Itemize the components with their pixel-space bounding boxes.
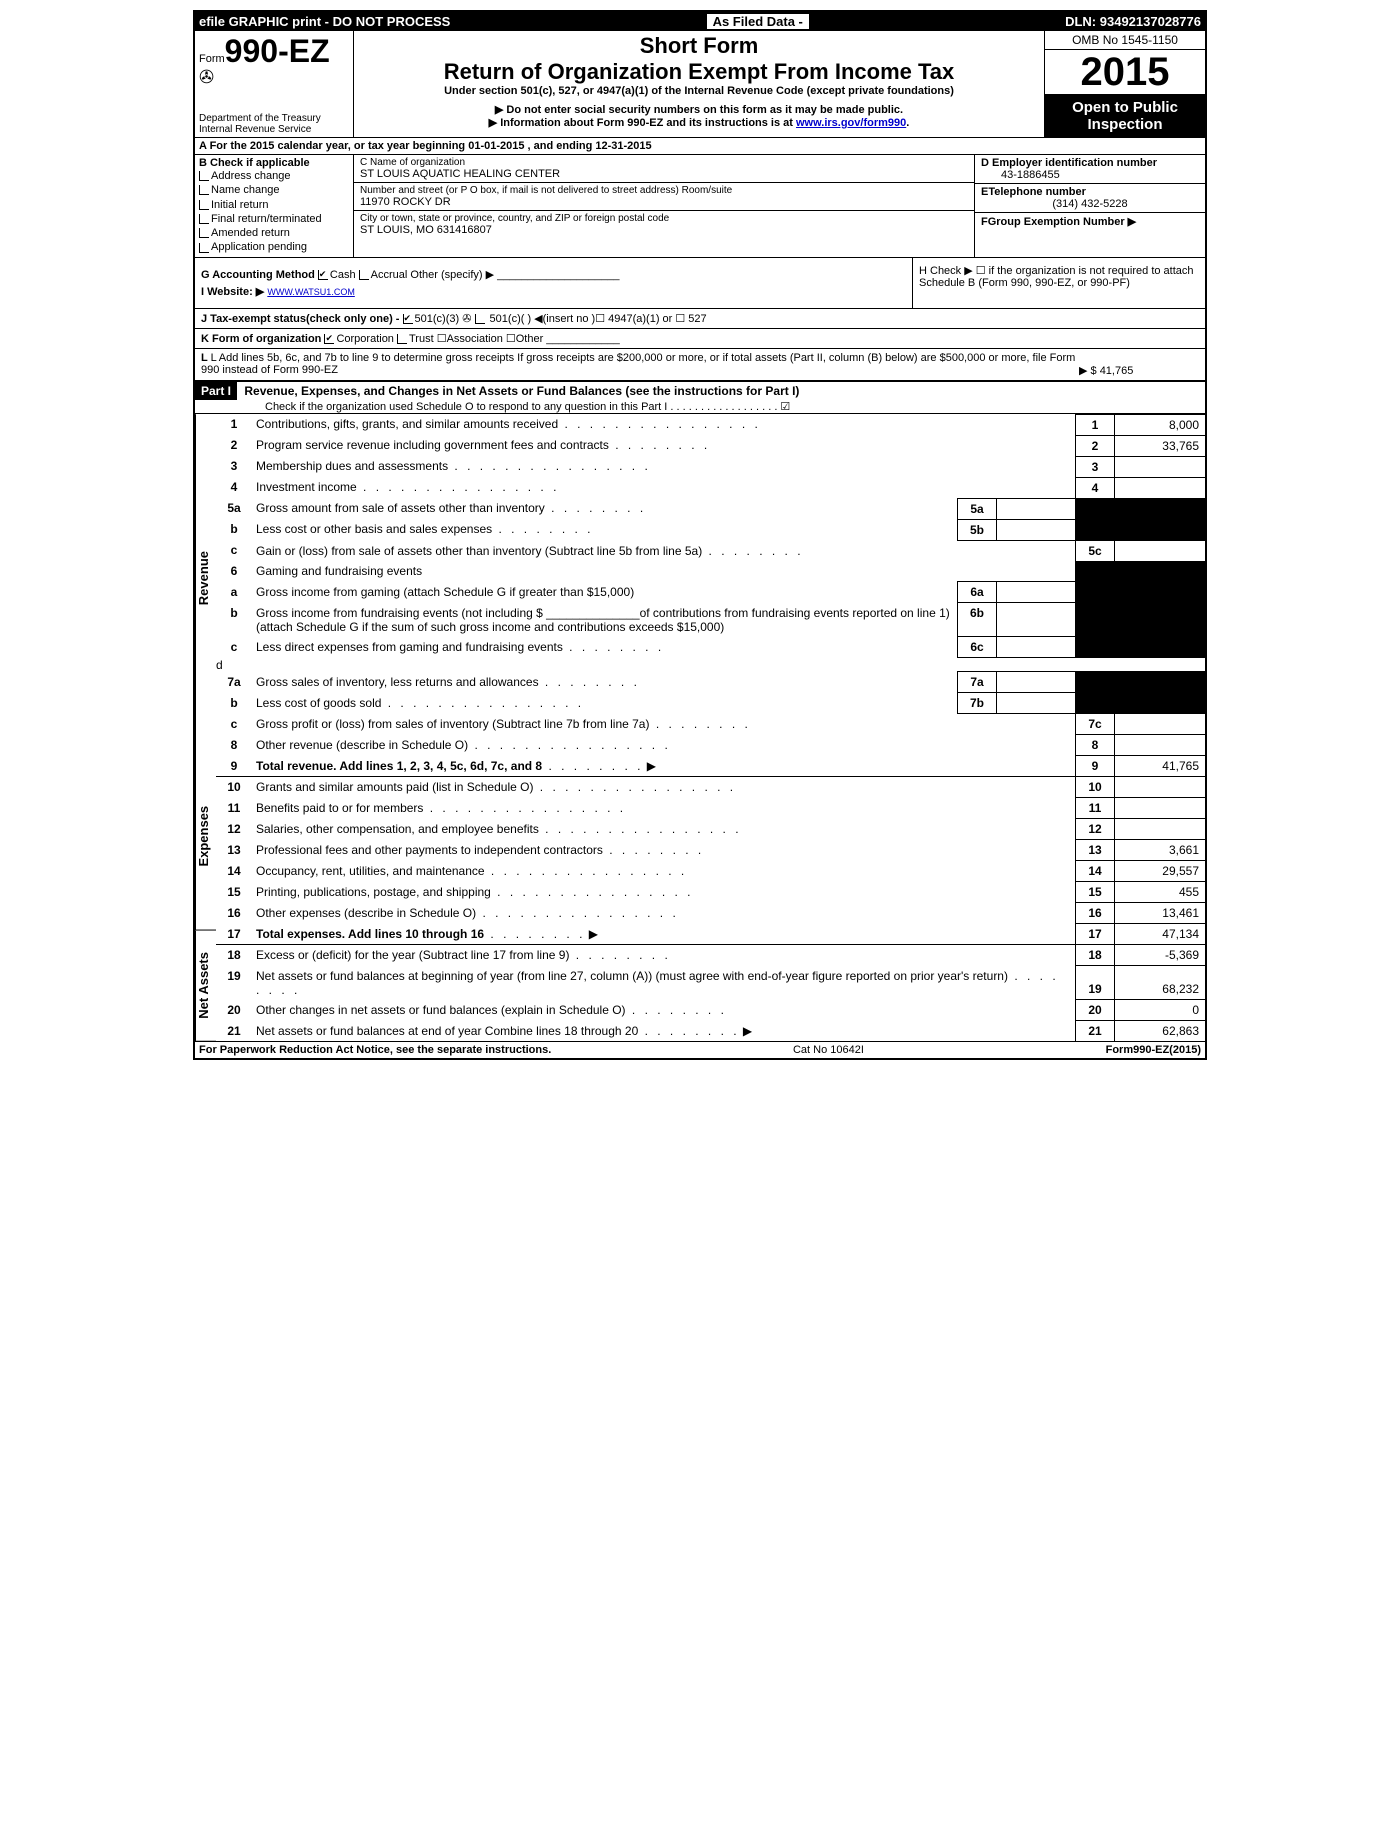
- ein: 43-1886455: [981, 169, 1199, 181]
- line-15: 15Printing, publications, postage, and s…: [216, 882, 1205, 903]
- line-7a: 7aGross sales of inventory, less returns…: [216, 672, 1205, 693]
- section-a: A For the 2015 calendar year, or tax yea…: [195, 138, 1205, 155]
- top-bar: efile GRAPHIC print - DO NOT PROCESS As …: [195, 12, 1205, 31]
- section-gh: G Accounting Method Cash Accrual Other (…: [195, 258, 1205, 309]
- footer: For Paperwork Reduction Act Notice, see …: [195, 1041, 1205, 1058]
- short-form-label: Short Form: [362, 33, 1036, 59]
- line-9: 9Total revenue. Add lines 1, 2, 3, 4, 5c…: [216, 756, 1205, 777]
- line-16: 16Other expenses (describe in Schedule O…: [216, 903, 1205, 924]
- section-k: K Form of organization Corporation Trust…: [195, 329, 1205, 349]
- line-17: 17Total expenses. Add lines 10 through 1…: [216, 924, 1205, 945]
- line-6: 6Gaming and fundraising events: [216, 561, 1205, 582]
- line-6c: cLess direct expenses from gaming and fu…: [216, 637, 1205, 658]
- section-j: J Tax-exempt status(check only one) - 50…: [195, 309, 1205, 329]
- section-c: C Name of organization ST LOUIS AQUATIC …: [354, 155, 975, 257]
- notice-ssn: ▶ Do not enter social security numbers o…: [362, 103, 1036, 116]
- section-def: D Employer identification number 43-1886…: [975, 155, 1205, 257]
- cat-no: Cat No 10642I: [793, 1044, 864, 1056]
- header-right: OMB No 1545-1150 2015 Open to Public Ins…: [1044, 31, 1205, 137]
- form-label: Form: [199, 53, 225, 65]
- dept-treasury: Department of the Treasury: [199, 113, 321, 124]
- irs-link[interactable]: www.irs.gov/form990: [796, 117, 906, 129]
- header-mid: Short Form Return of Organization Exempt…: [354, 31, 1044, 137]
- bcdef-row: B Check if applicable Address change Nam…: [195, 155, 1205, 258]
- line-5c: cGain or (loss) from sale of assets othe…: [216, 540, 1205, 561]
- chk-accrual[interactable]: Accrual Other (specify) ▶: [359, 269, 494, 281]
- line-18: 18Excess or (deficit) for the year (Subt…: [216, 945, 1205, 966]
- line-14: 14Occupancy, rent, utilities, and mainte…: [216, 861, 1205, 882]
- chk-cash[interactable]: Cash: [318, 269, 359, 281]
- line-21: 21Net assets or fund balances at end of …: [216, 1021, 1205, 1042]
- line-10: 10Grants and similar amounts paid (list …: [216, 777, 1205, 798]
- form-990ez: efile GRAPHIC print - DO NOT PROCESS As …: [193, 10, 1207, 1060]
- line-13: 13Professional fees and other payments t…: [216, 840, 1205, 861]
- notice-info: ▶ Information about Form 990-EZ and its …: [362, 116, 1036, 129]
- chk-501c3[interactable]: 501(c)(3): [403, 313, 460, 325]
- line-5b: bLess cost or other basis and sales expe…: [216, 519, 1205, 540]
- form-header: Form990-EZ ✇ Department of the Treasury …: [195, 31, 1205, 138]
- section-b: B Check if applicable Address change Nam…: [195, 155, 354, 257]
- paperwork-notice: For Paperwork Reduction Act Notice, see …: [199, 1044, 551, 1056]
- chk-pending[interactable]: Application pending: [199, 240, 349, 254]
- form-number: 990-EZ: [225, 33, 330, 69]
- line-6b: bGross income from fundraising events (n…: [216, 603, 1205, 637]
- under-section: Under section 501(c), 527, or 4947(a)(1)…: [362, 85, 1036, 97]
- website-link[interactable]: WWW.WATSU1.COM: [267, 287, 355, 297]
- line-7c: cGross profit or (loss) from sales of in…: [216, 714, 1205, 735]
- chk-initial[interactable]: Initial return: [199, 198, 349, 212]
- part1-header: Part I Revenue, Expenses, and Changes in…: [195, 381, 1205, 414]
- tax-year: 2015: [1045, 50, 1205, 95]
- chk-name[interactable]: Name change: [199, 183, 349, 197]
- org-street: 11970 ROCKY DR: [360, 196, 968, 208]
- line-12: 12Salaries, other compensation, and empl…: [216, 819, 1205, 840]
- open-public: Open to Public Inspection: [1045, 95, 1205, 137]
- line-3: 3Membership dues and assessments3: [216, 456, 1205, 477]
- side-netassets: Net Assets: [195, 931, 216, 1042]
- line-5a: 5aGross amount from sale of assets other…: [216, 498, 1205, 519]
- line-11: 11Benefits paid to or for members11: [216, 798, 1205, 819]
- line-1: 1Contributions, gifts, grants, and simil…: [216, 414, 1205, 435]
- chk-corp[interactable]: Corporation: [324, 333, 397, 345]
- side-expenses: Expenses: [195, 743, 216, 931]
- section-l: L L Add lines 5b, 6c, and 7b to line 9 t…: [195, 349, 1205, 381]
- line-2: 2Program service revenue including gover…: [216, 435, 1205, 456]
- group-exemption: FGroup Exemption Number ▶: [981, 216, 1136, 228]
- line-4: 4Investment income4: [216, 477, 1205, 498]
- chk-address[interactable]: Address change: [199, 169, 349, 183]
- lines-table: 1Contributions, gifts, grants, and simil…: [216, 414, 1205, 1042]
- omb-number: OMB No 1545-1150: [1045, 31, 1205, 50]
- line-7b: bLess cost of goods sold7b: [216, 693, 1205, 714]
- efile-notice: efile GRAPHIC print - DO NOT PROCESS: [199, 14, 450, 29]
- part1-body: Revenue Expenses Net Assets 1Contributio…: [195, 414, 1205, 1042]
- line-19: 19Net assets or fund balances at beginni…: [216, 966, 1205, 1000]
- line-8: 8Other revenue (describe in Schedule O)8: [216, 735, 1205, 756]
- chk-final[interactable]: Final return/terminated: [199, 212, 349, 226]
- side-revenue: Revenue: [195, 414, 216, 743]
- section-i: I Website: ▶ WWW.WATSU1.COM: [201, 285, 906, 298]
- section-h: H Check ▶ ☐ if the organization is not r…: [912, 258, 1205, 308]
- org-city: ST LOUIS, MO 631416807: [360, 224, 968, 236]
- form-ref: Form990-EZ(2015): [1106, 1044, 1201, 1056]
- org-name: ST LOUIS AQUATIC HEALING CENTER: [360, 168, 968, 180]
- line-6d,><td:: d: [216, 658, 1205, 672]
- return-title: Return of Organization Exempt From Incom…: [362, 59, 1036, 85]
- gross-receipts: ▶ $ 41,765: [1079, 352, 1199, 377]
- header-left: Form990-EZ ✇ Department of the Treasury …: [195, 31, 354, 137]
- dept-irs: Internal Revenue Service: [199, 124, 321, 135]
- as-filed: As Filed Data -: [707, 14, 809, 29]
- line-20: 20Other changes in net assets or fund ba…: [216, 1000, 1205, 1021]
- line-6a: aGross income from gaming (attach Schedu…: [216, 582, 1205, 603]
- section-g: G Accounting Method Cash Accrual Other (…: [201, 268, 906, 281]
- dln: DLN: 93492137028776: [1065, 14, 1201, 29]
- phone: (314) 432-5228: [981, 198, 1199, 210]
- chk-amended[interactable]: Amended return: [199, 226, 349, 240]
